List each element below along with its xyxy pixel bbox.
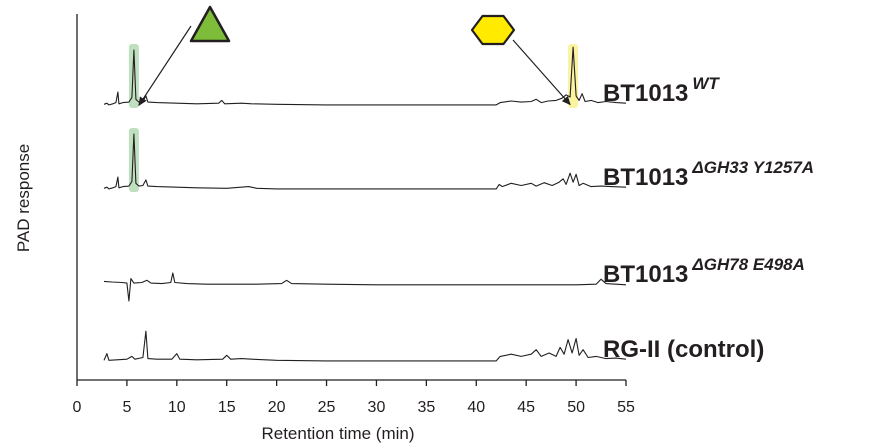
x-tick-label: 30 <box>368 399 386 416</box>
trace-label: RG-II (control) <box>603 336 764 363</box>
trace-label-name: BT1013 <box>603 261 688 288</box>
x-tick-label: 20 <box>268 399 286 416</box>
triangle-arrow <box>138 25 192 107</box>
hexagon-arrow <box>512 39 571 106</box>
y-axis-title: PAD response <box>14 144 33 252</box>
trace-line <box>103 330 627 362</box>
x-tick-label: 45 <box>517 399 535 416</box>
x-tick-label: 15 <box>218 399 236 416</box>
x-tick-label: 25 <box>318 399 336 416</box>
hexagon-icon <box>470 14 516 46</box>
peak-highlight <box>128 128 139 192</box>
x-axis-ticks: 0 5 10 15 20 25 30 35 40 45 50 55 <box>73 380 635 416</box>
trace-label: BT1013 ΔGH33 Y1257A <box>603 158 814 191</box>
triangle-icon <box>189 5 231 43</box>
structure-annotations <box>138 5 571 107</box>
trace-label: BT1013 ΔGH78 E498A <box>603 255 805 288</box>
x-tick-label: 35 <box>417 399 435 416</box>
x-tick-label: 50 <box>567 399 585 416</box>
chromatogram-traces <box>103 46 627 362</box>
peak-highlights <box>128 44 579 192</box>
trace-label: BT1013 WT <box>603 74 720 107</box>
trace-line <box>103 46 627 106</box>
x-tick-label: 5 <box>122 399 131 416</box>
x-tick-label: 0 <box>73 399 82 416</box>
x-tick-label: 10 <box>168 399 186 416</box>
trace-label-name: RG-II (control) <box>603 336 764 363</box>
trace-label-name: BT1013 <box>603 164 688 191</box>
x-tick-label: 55 <box>617 399 635 416</box>
trace-line <box>103 272 627 302</box>
trace-label-superscript: WT <box>692 74 720 93</box>
trace-line <box>103 133 627 190</box>
trace-label-superscript: ΔGH78 E498A <box>691 255 805 274</box>
trace-label-superscript: ΔGH33 Y1257A <box>691 158 814 177</box>
peak-highlight <box>128 44 139 108</box>
x-tick-label: 40 <box>467 399 485 416</box>
trace-label-name: BT1013 <box>603 80 688 107</box>
x-axis-title: Retention time (min) <box>261 424 414 443</box>
